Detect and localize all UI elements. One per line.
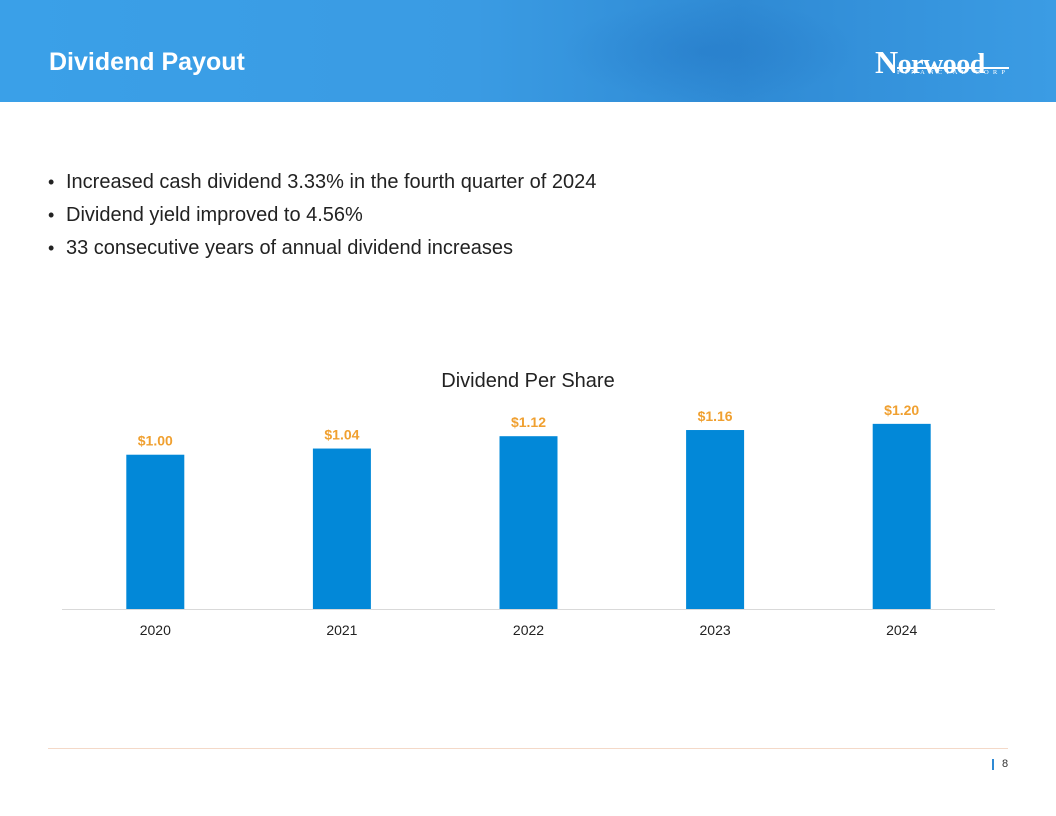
bullet-glyph: • bbox=[48, 238, 55, 258]
tick-label-2021: 2021 bbox=[326, 622, 357, 638]
data-label-2024: $1.20 bbox=[884, 402, 919, 418]
tick-label-2020: 2020 bbox=[140, 622, 171, 638]
bar-2020 bbox=[126, 454, 185, 609]
footer-divider bbox=[48, 748, 1008, 749]
data-label-2021: $1.04 bbox=[324, 427, 359, 443]
bullet-glyph: • bbox=[48, 205, 55, 225]
bullet-item: • 33 consecutive years of annual dividend… bbox=[48, 232, 596, 265]
page-number-block: 8 bbox=[992, 757, 1008, 771]
data-label-2023: $1.16 bbox=[698, 408, 733, 424]
header-glow bbox=[560, 0, 860, 102]
bar-2024 bbox=[872, 423, 931, 609]
chart-title: Dividend Per Share bbox=[441, 370, 614, 392]
norwood-logo: Norwood FINANCIAL CORP bbox=[875, 44, 1010, 80]
tick-label-2023: 2023 bbox=[700, 622, 731, 638]
data-label-2020: $1.00 bbox=[138, 433, 173, 449]
bullet-item: • Increased cash dividend 3.33% in the fo… bbox=[48, 166, 596, 199]
bullet-list: • Increased cash dividend 3.33% in the fo… bbox=[48, 166, 596, 265]
page-number-bar bbox=[992, 758, 994, 770]
logo-subtitle: FINANCIAL CORP bbox=[897, 69, 1010, 76]
bar-2022 bbox=[499, 436, 558, 609]
header-banner: Dividend Payout Norwood FINANCIAL CORP bbox=[0, 0, 1056, 102]
bar-2023 bbox=[686, 430, 745, 609]
logo-underline bbox=[897, 67, 1009, 69]
logo-wordmark: Norwood bbox=[875, 44, 985, 80]
tick-label-2022: 2022 bbox=[513, 622, 544, 638]
page-number: 8 bbox=[1002, 758, 1009, 770]
data-label-2022: $1.12 bbox=[511, 414, 546, 430]
bar-2021 bbox=[312, 448, 371, 609]
bullet-glyph: • bbox=[48, 172, 55, 192]
tick-label-2024: 2024 bbox=[886, 622, 917, 638]
page-title: Dividend Payout bbox=[49, 48, 245, 76]
dividend-chart: Dividend Per Share $1.00 2020 $1.04 2021 $1.1… bbox=[62, 370, 995, 638]
bullet-item: • Dividend yield improved to 4.56% bbox=[48, 199, 596, 232]
